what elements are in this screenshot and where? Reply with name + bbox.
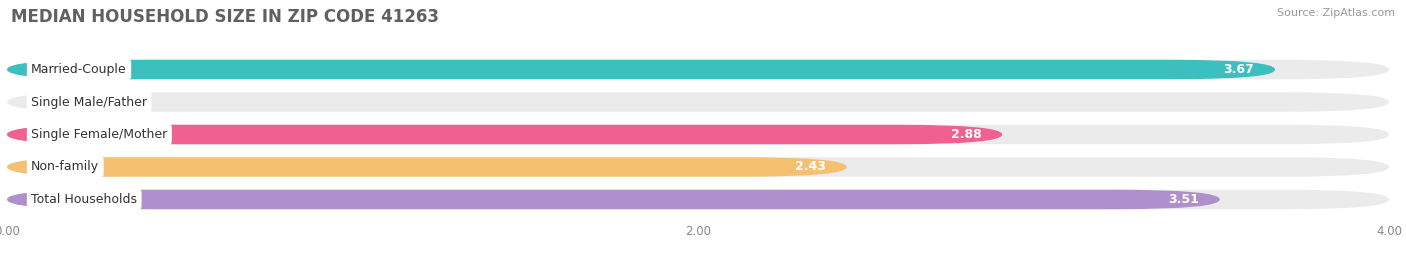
FancyBboxPatch shape — [7, 60, 1275, 79]
Text: MEDIAN HOUSEHOLD SIZE IN ZIP CODE 41263: MEDIAN HOUSEHOLD SIZE IN ZIP CODE 41263 — [11, 8, 439, 26]
Text: 2.43: 2.43 — [794, 161, 825, 174]
FancyBboxPatch shape — [7, 92, 1389, 112]
Text: Single Female/Mother: Single Female/Mother — [31, 128, 167, 141]
FancyBboxPatch shape — [7, 60, 1389, 79]
FancyBboxPatch shape — [7, 157, 846, 177]
FancyBboxPatch shape — [7, 157, 1389, 177]
FancyBboxPatch shape — [7, 125, 1389, 144]
Text: 2.88: 2.88 — [950, 128, 981, 141]
Text: Non-family: Non-family — [31, 161, 100, 174]
Text: 3.67: 3.67 — [1223, 63, 1254, 76]
Text: Source: ZipAtlas.com: Source: ZipAtlas.com — [1277, 8, 1395, 18]
Text: Single Male/Father: Single Male/Father — [31, 95, 148, 108]
FancyBboxPatch shape — [7, 125, 1002, 144]
Text: 3.51: 3.51 — [1168, 193, 1199, 206]
FancyBboxPatch shape — [7, 190, 1389, 209]
Text: Married-Couple: Married-Couple — [31, 63, 127, 76]
Text: Total Households: Total Households — [31, 193, 138, 206]
Text: 0.00: 0.00 — [48, 95, 80, 108]
FancyBboxPatch shape — [7, 190, 1220, 209]
